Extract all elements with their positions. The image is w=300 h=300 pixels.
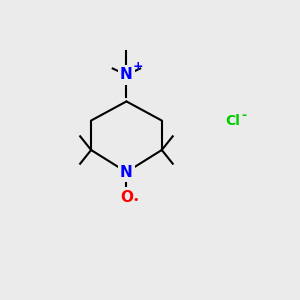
Text: O: O bbox=[120, 190, 133, 205]
Text: N: N bbox=[120, 165, 133, 180]
Text: N: N bbox=[120, 68, 133, 82]
Text: Cl: Cl bbox=[225, 114, 240, 128]
Text: +: + bbox=[132, 60, 143, 73]
Text: -: - bbox=[241, 109, 246, 122]
Text: •: • bbox=[132, 195, 139, 205]
